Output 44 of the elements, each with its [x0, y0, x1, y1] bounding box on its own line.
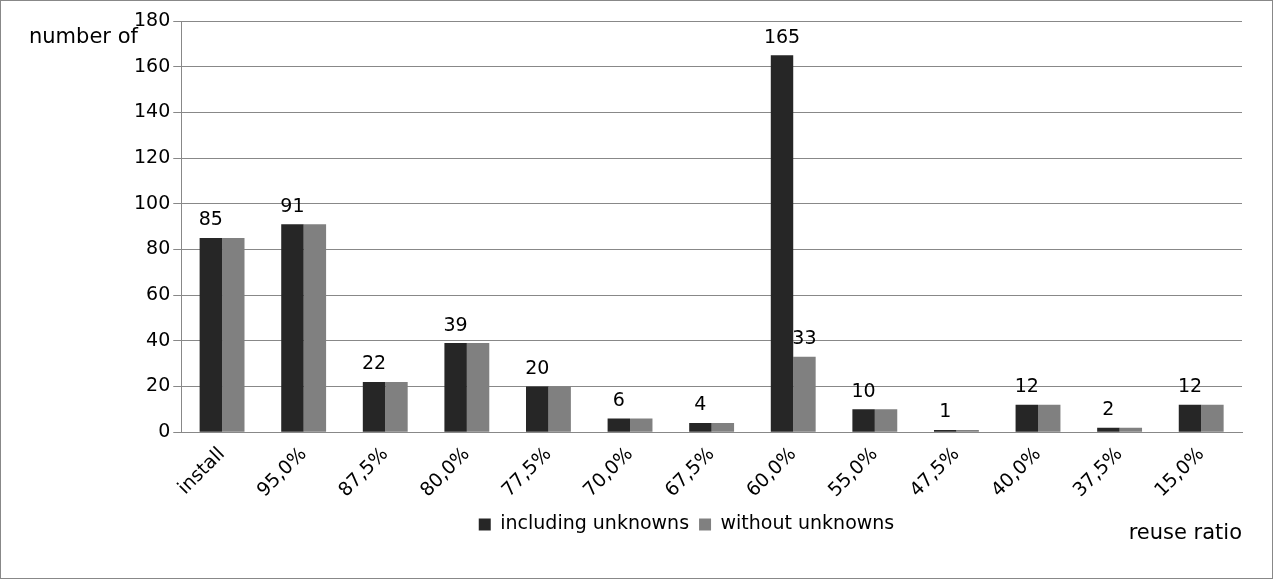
bar — [526, 386, 549, 432]
data-label: 165 — [763, 24, 801, 47]
legend-label: including unknowns — [500, 511, 690, 534]
bar — [1178, 404, 1202, 432]
bar — [1015, 404, 1039, 432]
bar — [711, 423, 735, 432]
data-label: 85 — [198, 207, 223, 230]
bar — [689, 423, 712, 432]
bar — [199, 238, 223, 432]
y-tick-label: 80 — [146, 236, 171, 259]
y-tick-label: 0 — [158, 419, 171, 442]
bar — [1201, 404, 1224, 432]
bar — [852, 409, 875, 432]
y-tick-label: 140 — [134, 99, 171, 122]
bar — [630, 418, 653, 432]
data-label: 6 — [612, 387, 625, 410]
bar — [1119, 427, 1143, 432]
data-label: 33 — [792, 326, 817, 349]
data-label: 22 — [361, 351, 387, 374]
data-label: 12 — [1177, 374, 1203, 397]
y-tick-label: 100 — [134, 190, 171, 213]
data-label: 2 — [1102, 397, 1115, 420]
bar — [362, 381, 386, 432]
bar — [874, 409, 898, 432]
y-tick-label: 120 — [134, 145, 171, 167]
bar — [444, 343, 467, 432]
bar — [281, 224, 304, 432]
y-tick-label: 20 — [146, 373, 171, 396]
data-label: 12 — [1014, 374, 1039, 397]
y-tick-label: 40 — [146, 327, 171, 350]
data-label: 20 — [525, 355, 550, 378]
bar — [1097, 427, 1120, 432]
y-tick-label: 160 — [134, 53, 171, 76]
bar — [770, 55, 794, 432]
data-label: 10 — [851, 378, 876, 401]
legend-label: without unknowns — [720, 511, 895, 534]
x-axis-title: reuse ratio — [1128, 520, 1242, 544]
data-label: 1 — [939, 399, 952, 422]
data-label: 4 — [694, 392, 707, 415]
y-tick-label: 60 — [146, 282, 171, 305]
data-label: 91 — [280, 193, 305, 216]
bar — [1038, 404, 1061, 432]
data-label: 39 — [443, 312, 468, 335]
bar — [607, 418, 631, 432]
